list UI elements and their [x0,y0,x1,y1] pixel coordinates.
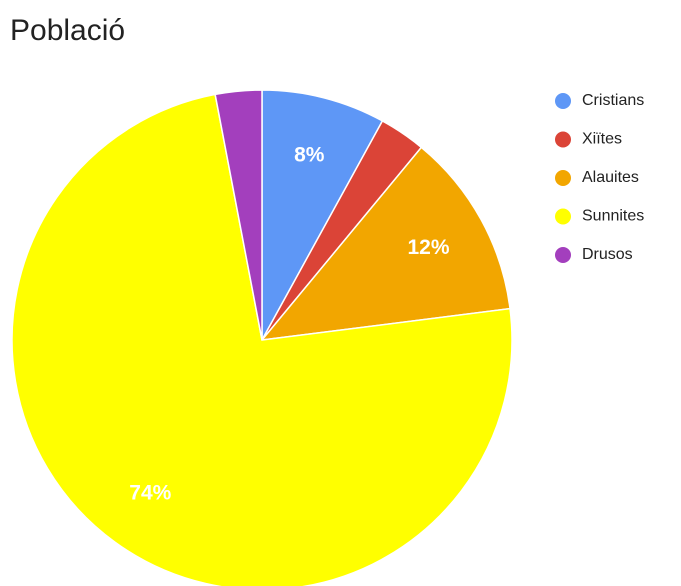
legend-swatch [555,208,571,225]
legend-swatch [555,247,571,263]
legend-label: Alauites [582,169,639,186]
pie-slice [261,89,384,341]
legend-swatch [555,170,571,186]
pie-slice [11,93,513,586]
pie-slice [214,89,263,341]
pie-slice [260,146,511,341]
legend-label: Xiïtes [582,131,622,148]
legend-label: Cristians [582,92,644,109]
slice-label: 8% [294,144,325,167]
slice-label: 12% [407,236,449,259]
legend-swatch [555,131,571,148]
legend-label: Drusos [582,246,633,263]
legend-swatch [555,93,571,109]
slice-label: 74% [129,481,171,504]
chart-title: Població [10,14,125,47]
legend-label: Sunnites [582,208,644,225]
